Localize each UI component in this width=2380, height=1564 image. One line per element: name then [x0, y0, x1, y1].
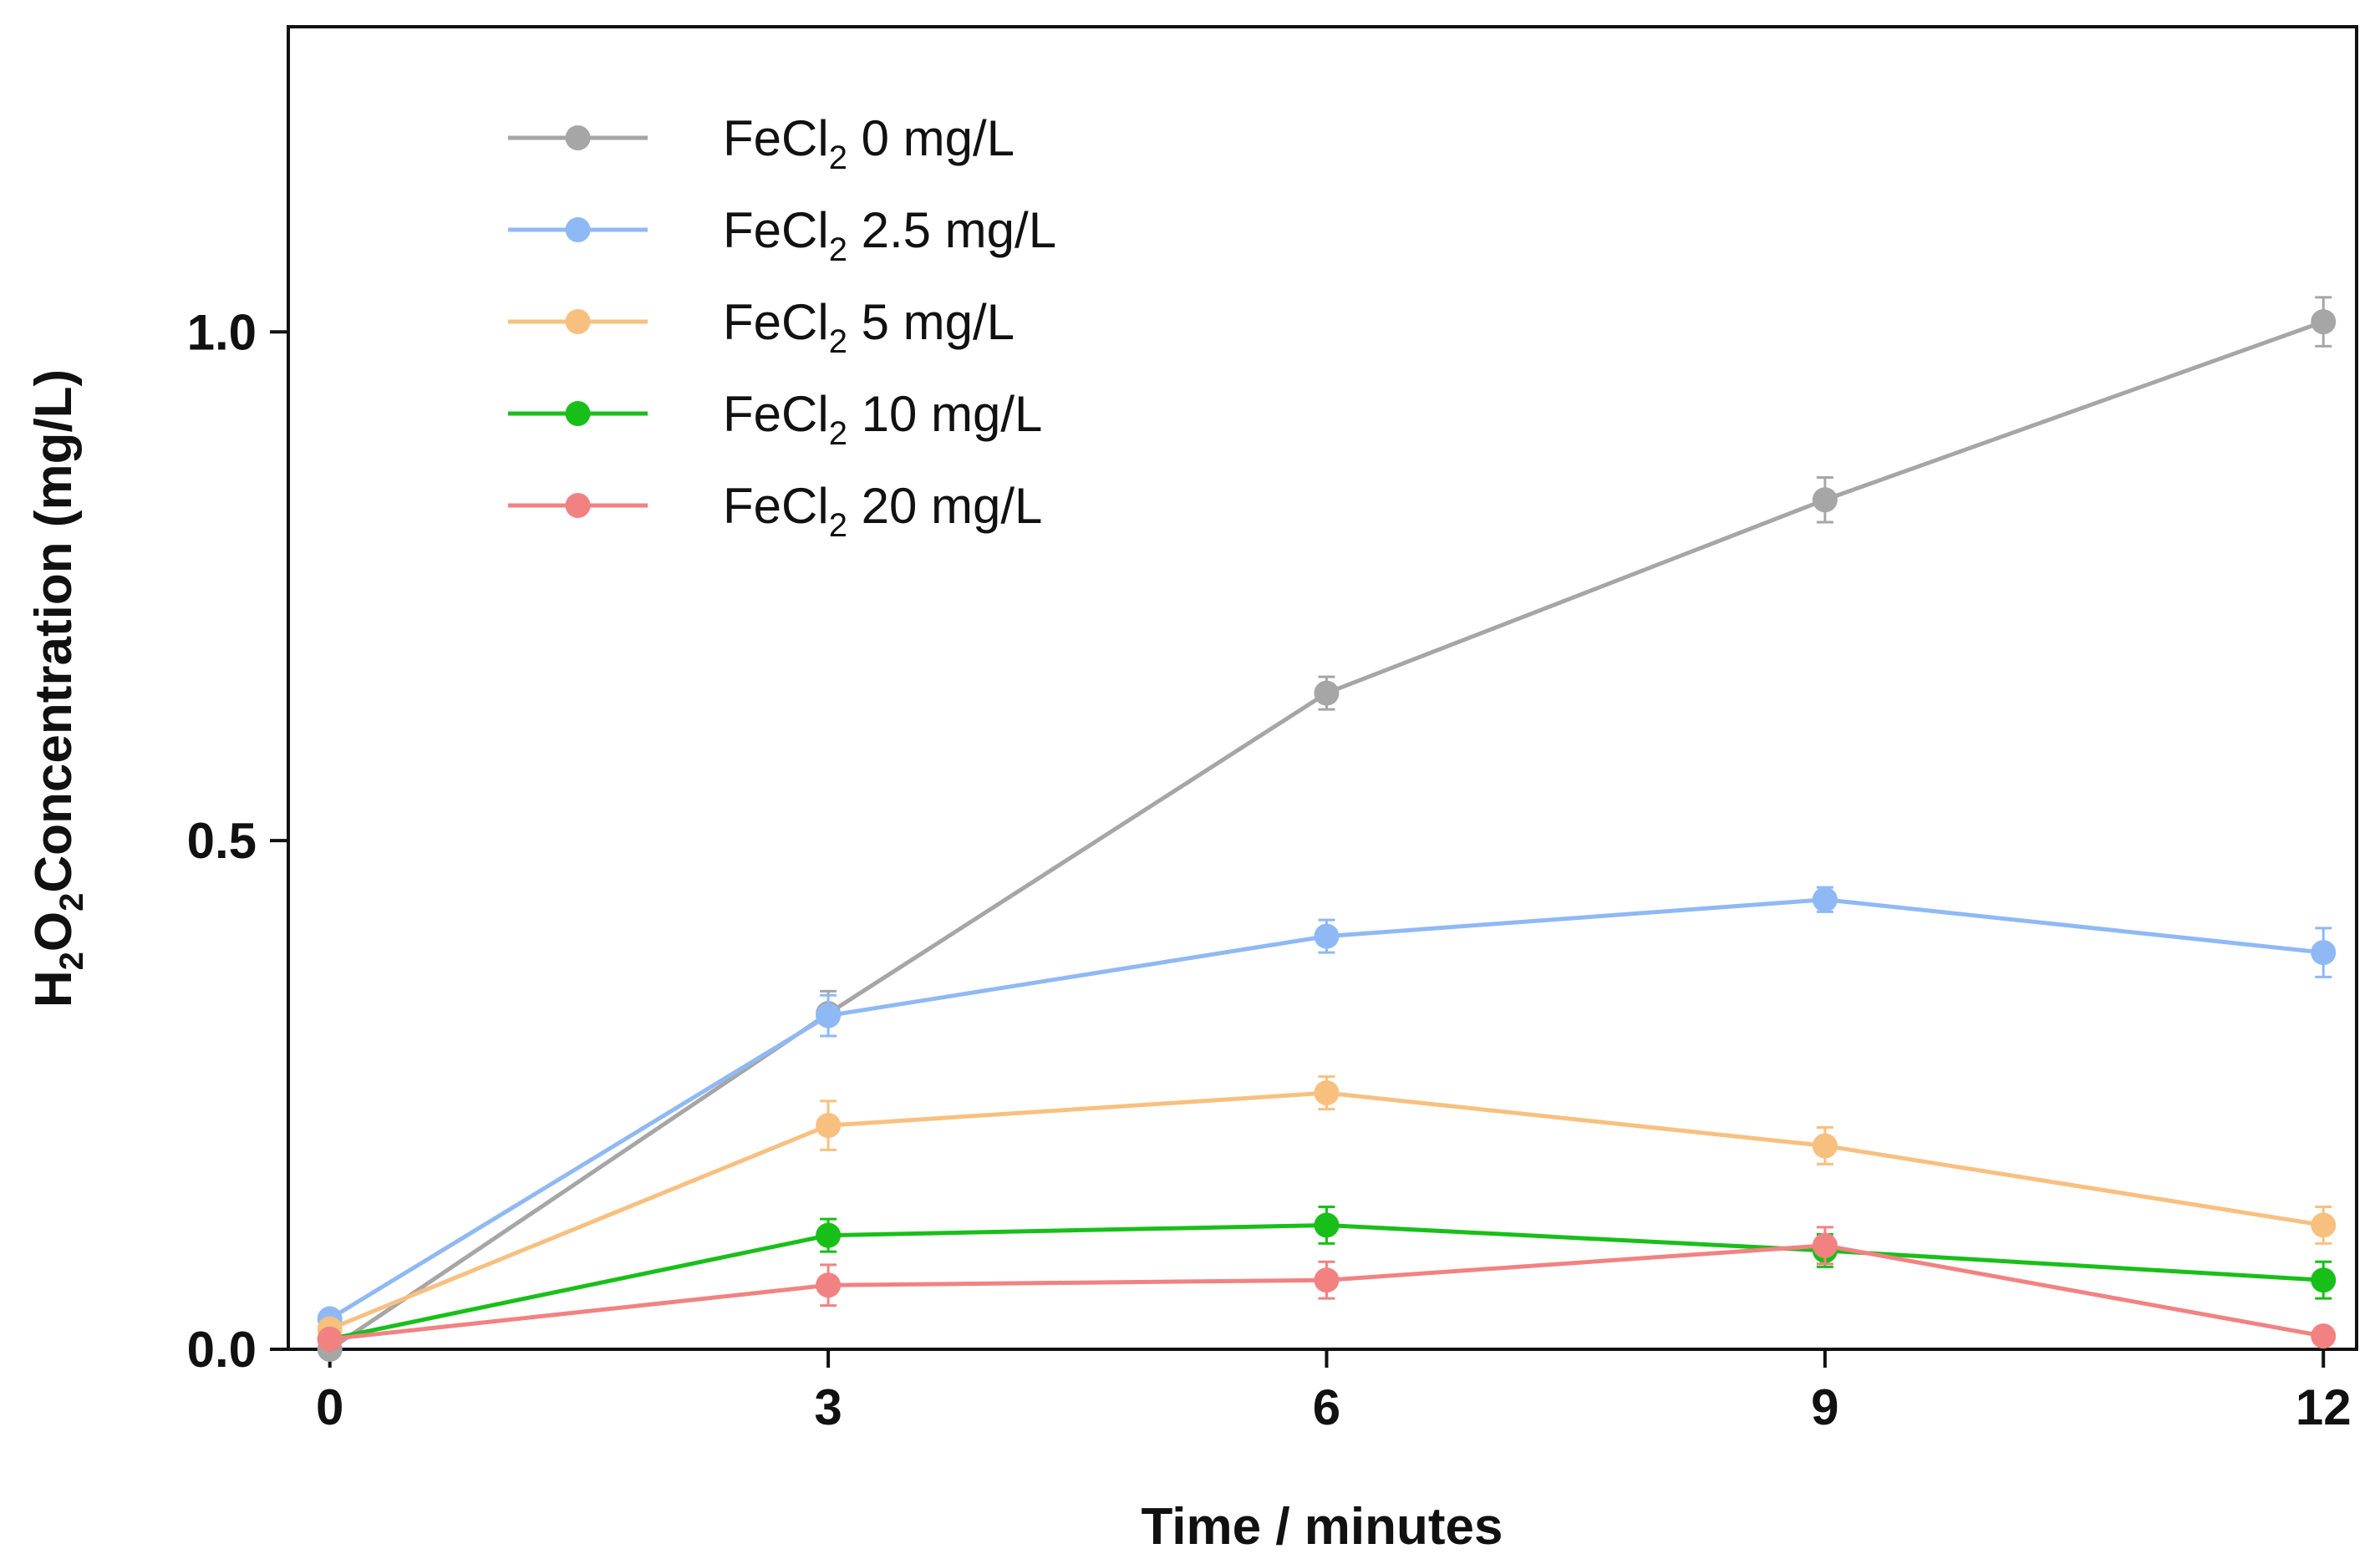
data-point [1812, 886, 1838, 912]
legend-swatch-marker [565, 493, 591, 518]
legend-swatch-marker [565, 125, 591, 150]
legend-label: FeCl2 20 mg/L [723, 478, 1042, 544]
data-point [1812, 1133, 1838, 1159]
legend-item: FeCl2 10 mg/L [508, 386, 1042, 452]
data-point [816, 1272, 842, 1298]
series-0 [317, 296, 2337, 1362]
data-point [1314, 1212, 1340, 1238]
data-point [816, 1113, 842, 1139]
legend-label: FeCl2 2.5 mg/L [723, 202, 1056, 268]
data-point [1812, 487, 1838, 513]
data-point [1314, 1267, 1340, 1293]
y-axis-title: H2O2Concentration (mg/L) [25, 369, 90, 1008]
data-point [1314, 680, 1340, 706]
data-point [2311, 1267, 2337, 1293]
x-tick-label: 12 [2296, 1379, 2352, 1435]
series-1 [317, 886, 2337, 1332]
legend: FeCl2 0 mg/L FeCl2 2.5 mg/L FeCl2 5 mg/L Fe… [508, 110, 1056, 544]
plot-frame [287, 25, 2358, 1351]
x-tick-label: 0 [316, 1379, 343, 1435]
x-tick-label: 6 [1313, 1379, 1340, 1435]
legend-label: FeCl2 0 mg/L [723, 110, 1015, 176]
data-point [1314, 923, 1340, 949]
y-tick-label: 0.5 [187, 813, 257, 869]
data-point [816, 1222, 842, 1248]
x-tick-label: 3 [814, 1379, 842, 1435]
legend-swatch-marker [565, 217, 591, 242]
data-point [2311, 940, 2337, 966]
y-tick-label: 1.0 [187, 304, 257, 360]
data-point [1314, 1080, 1340, 1106]
legend-item: FeCl2 0 mg/L [508, 110, 1015, 176]
x-axis-title: Time / minutes [1142, 1498, 1503, 1556]
data-point [816, 1003, 842, 1028]
legend-item: FeCl2 2.5 mg/L [508, 202, 1056, 268]
series-4 [317, 1226, 2337, 1352]
legend-label: FeCl2 10 mg/L [723, 386, 1042, 452]
data-point [2311, 309, 2337, 335]
series-2 [317, 1075, 2337, 1342]
series-line [328, 319, 2325, 1352]
y-tick-label: 0.0 [187, 1322, 257, 1378]
legend-item: FeCl2 5 mg/L [508, 294, 1015, 360]
data-point [2311, 1323, 2337, 1349]
x-tick-label: 9 [1811, 1379, 1838, 1435]
data-point [317, 1326, 343, 1352]
legend-label: FeCl2 5 mg/L [723, 294, 1015, 360]
legend-item: FeCl2 20 mg/L [508, 478, 1042, 544]
legend-swatch-marker [565, 401, 591, 426]
data-point [2311, 1212, 2337, 1238]
data-point [1812, 1232, 1838, 1258]
legend-swatch-marker [565, 309, 591, 334]
series-3 [317, 1206, 2337, 1352]
